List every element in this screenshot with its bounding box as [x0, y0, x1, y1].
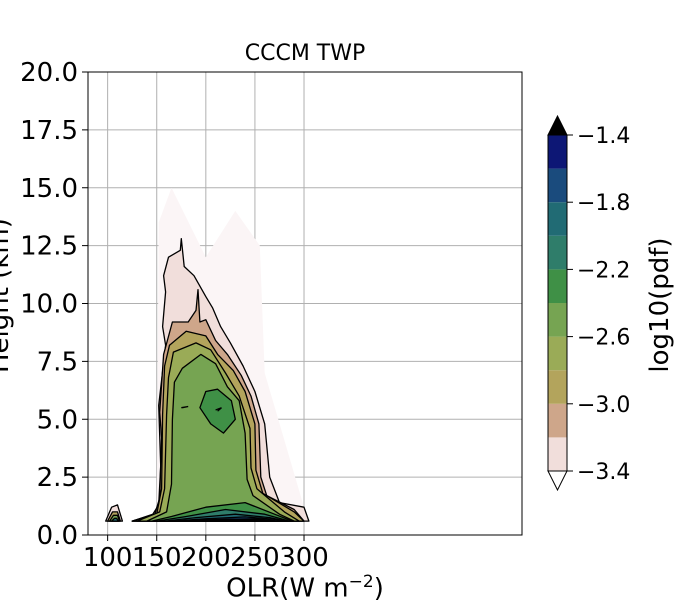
- colorbar-over-arrow: [547, 114, 568, 136]
- contour-region: [199, 388, 236, 434]
- contour-lines: [181, 405, 275, 522]
- x-axis-ticks: 100 150 200 250 300: [83, 535, 329, 573]
- colorbar-tick-label: −3.0: [577, 393, 630, 418]
- colorbar-tick-label: −1.8: [577, 191, 630, 216]
- colorbar-segment: [548, 269, 567, 303]
- contour-line: [191, 518, 270, 521]
- colorbar-label: log10(pdf): [645, 237, 675, 373]
- contour-line: [181, 405, 189, 409]
- x-tick-label: 250: [230, 543, 280, 573]
- y-axis-label: Height (km): [0, 218, 15, 373]
- colorbar-segment: [548, 235, 567, 270]
- y-tick-label: 2.5: [37, 463, 78, 493]
- colorbar-tick-label: −1.4: [577, 124, 630, 149]
- y-tick-label: 20.0: [20, 58, 78, 88]
- contour-region: [146, 353, 295, 522]
- colorbar: −1.4 −1.8 −2.2 −2.6 −3.0 −3.4: [547, 114, 630, 492]
- x-tick-label: 150: [132, 543, 182, 573]
- colorbar-under-arrow: [547, 470, 568, 492]
- x-axis-label-superscript: −2: [348, 572, 374, 592]
- colorbar-segment: [548, 202, 567, 236]
- contour-region: [110, 517, 120, 522]
- y-tick-label: 17.5: [20, 116, 78, 146]
- colorbar-segment: [548, 403, 567, 438]
- colorbar-segment: [548, 336, 567, 371]
- y-tick-label: 15.0: [20, 174, 78, 204]
- colorbar-tick-label: −3.4: [577, 460, 630, 485]
- chart-title: CCCM TWP: [244, 41, 366, 66]
- y-tick-label: 0.0: [37, 521, 78, 551]
- contour-line: [215, 407, 222, 412]
- colorbar-segment: [548, 370, 567, 404]
- grid-lines: [88, 71, 522, 536]
- y-axis-ticks: 0.0 2.5 5.0 7.5 10.0 12.5 15.0 17.5 20.0: [20, 58, 88, 551]
- y-tick-label: 7.5: [37, 347, 78, 377]
- colorbar-segment: [548, 303, 567, 337]
- colorbar-segment: [548, 437, 567, 471]
- y-tick-label: 5.0: [37, 405, 78, 435]
- x-axis-label: OLR(W m−2): [88, 572, 522, 604]
- x-axis-label-text: OLR(W m: [226, 573, 349, 604]
- colorbar-frame: [547, 134, 568, 472]
- contour-regions: [105, 187, 310, 522]
- x-axis-label-suffix: ): [373, 573, 384, 604]
- colorbar-tick-label: −2.6: [577, 326, 630, 351]
- x-tick-label: 300: [279, 543, 329, 573]
- x-tick-label: 200: [181, 543, 231, 573]
- colorbar-segment: [548, 168, 567, 203]
- y-tick-label: 10.0: [20, 290, 78, 320]
- x-tick-label: 100: [83, 543, 133, 573]
- y-tick-label: 12.5: [20, 232, 78, 262]
- colorbar-tick-label: −2.2: [577, 258, 630, 283]
- colorbar-segment: [548, 135, 567, 169]
